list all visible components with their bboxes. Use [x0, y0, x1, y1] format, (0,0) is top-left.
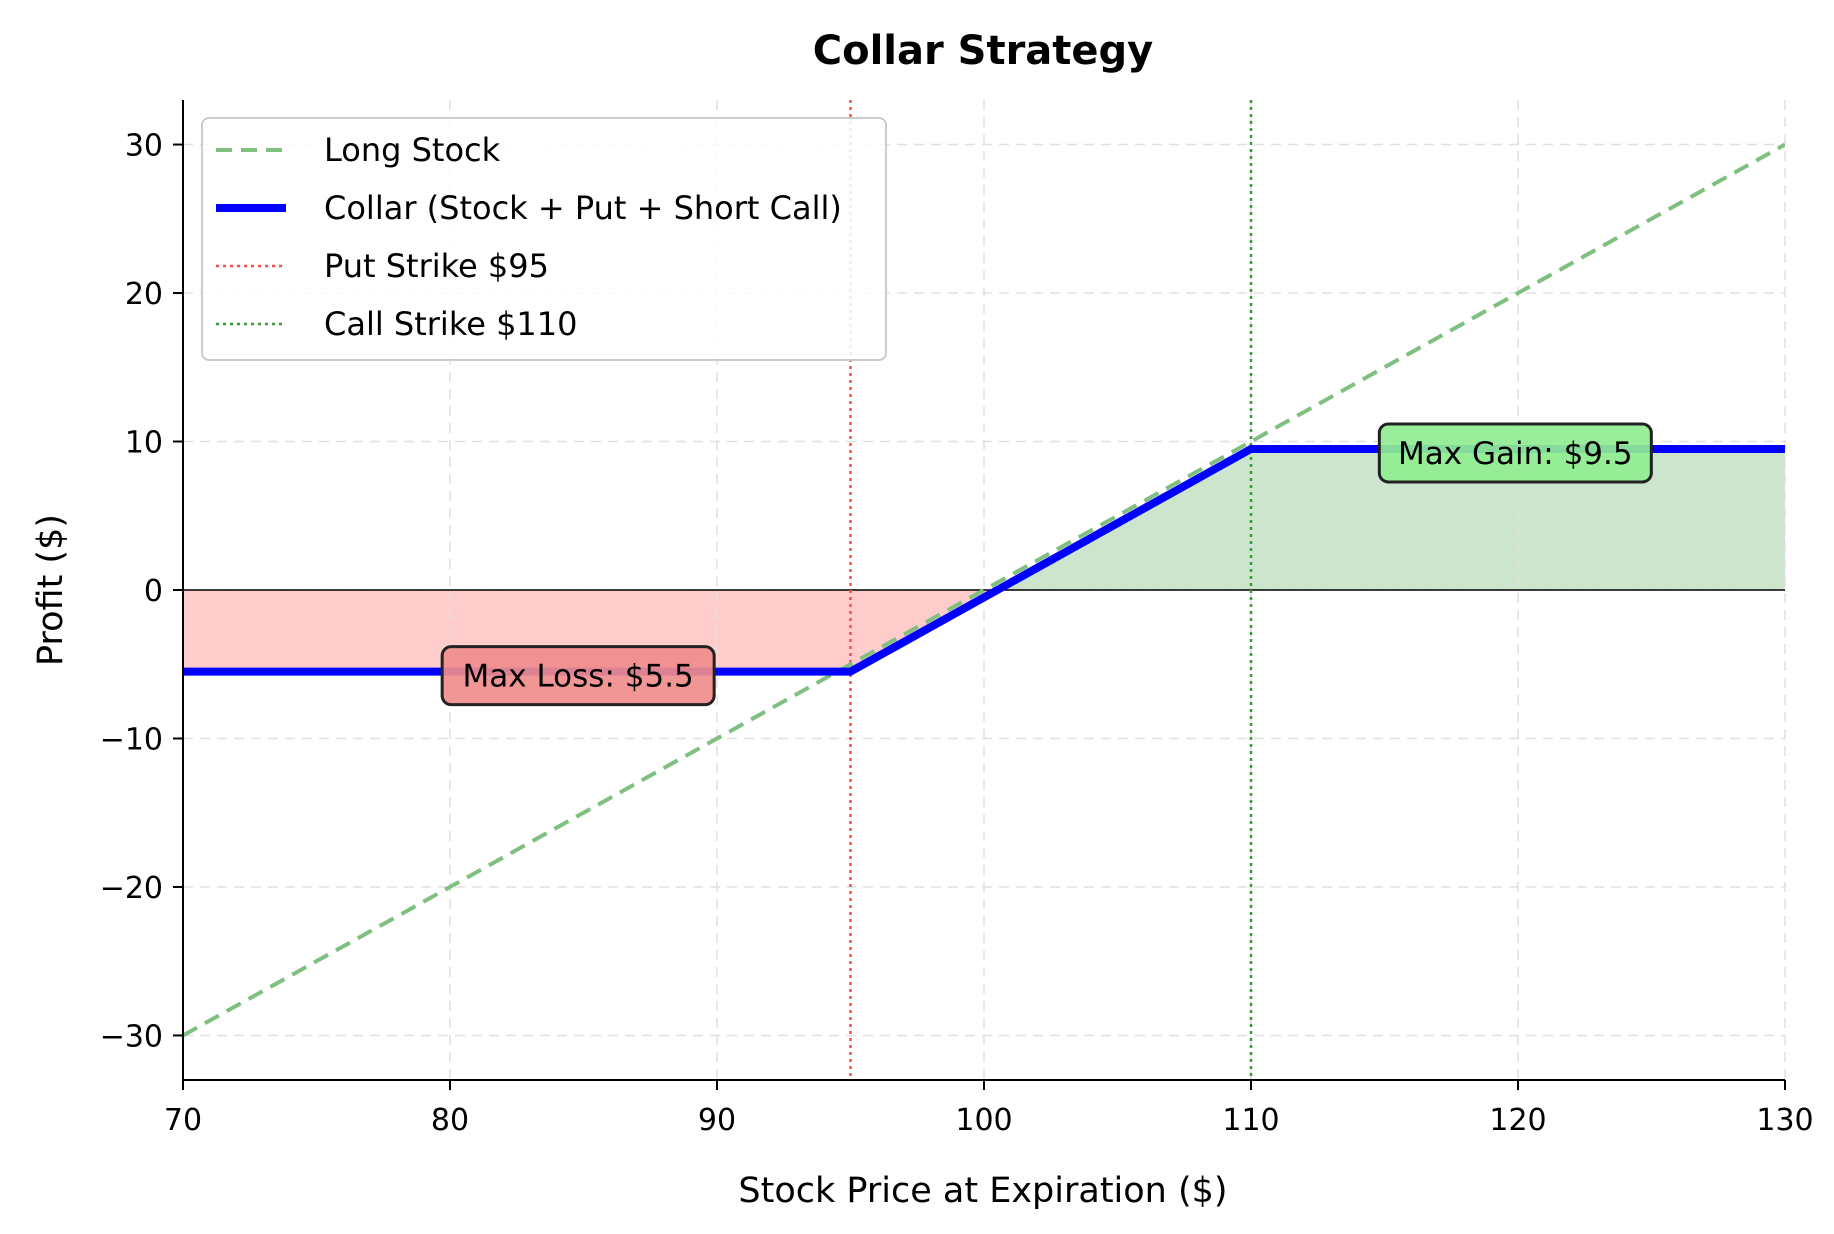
- annotation-text: Max Loss: $5.5: [463, 659, 694, 695]
- max-loss-annotation: Max Loss: $5.5: [440, 645, 716, 707]
- legend-item-call-strike: Call Strike $110: [216, 305, 578, 343]
- chart-title: Collar Strategy: [813, 28, 1154, 74]
- x-axis-label: Stock Price at Expiration ($): [738, 1171, 1227, 1211]
- y-tick-label: 0: [144, 574, 163, 609]
- annotation-text: Max Gain: $9.5: [1398, 436, 1633, 472]
- legend-box: [201, 117, 887, 361]
- loss-region: [183, 590, 998, 672]
- series-line-long-stock: [183, 142, 1785, 1038]
- annotation-box: [1377, 422, 1653, 484]
- y-tick-label: 10: [125, 426, 163, 461]
- y-tick-label: 20: [125, 277, 163, 312]
- legend-label: Put Strike $95: [324, 247, 549, 285]
- y-tick-label: 30: [125, 129, 163, 164]
- y-tick-label: −10: [100, 722, 163, 757]
- legend-label: Call Strike $110: [324, 305, 578, 343]
- legend-item-put-strike: Put Strike $95: [216, 247, 549, 285]
- max-gain-annotation: Max Gain: $9.5: [1377, 422, 1653, 484]
- legend-item-collar: Collar (Stock + Put + Short Call): [216, 189, 842, 227]
- legend: Long Stock Collar (Stock + Put + Short Ca…: [201, 117, 887, 361]
- x-tick-label: 70: [164, 1103, 202, 1138]
- y-axis-label: Profit ($): [31, 514, 71, 666]
- x-tick-label: 130: [1756, 1103, 1813, 1138]
- legend-label: Collar (Stock + Put + Short Call): [324, 189, 842, 227]
- x-tick-label: 110: [1222, 1103, 1279, 1138]
- x-tick-label: 90: [698, 1103, 736, 1138]
- y-tick-label: −30: [100, 1019, 163, 1054]
- x-tick-label: 100: [955, 1103, 1012, 1138]
- legend-item-long-stock: Long Stock: [216, 131, 501, 169]
- annotation-box: [440, 645, 716, 707]
- y-tick-label: −20: [100, 871, 163, 906]
- x-tick-label: 120: [1489, 1103, 1546, 1138]
- legend-label: Long Stock: [324, 131, 501, 169]
- x-tick-label: 80: [431, 1103, 469, 1138]
